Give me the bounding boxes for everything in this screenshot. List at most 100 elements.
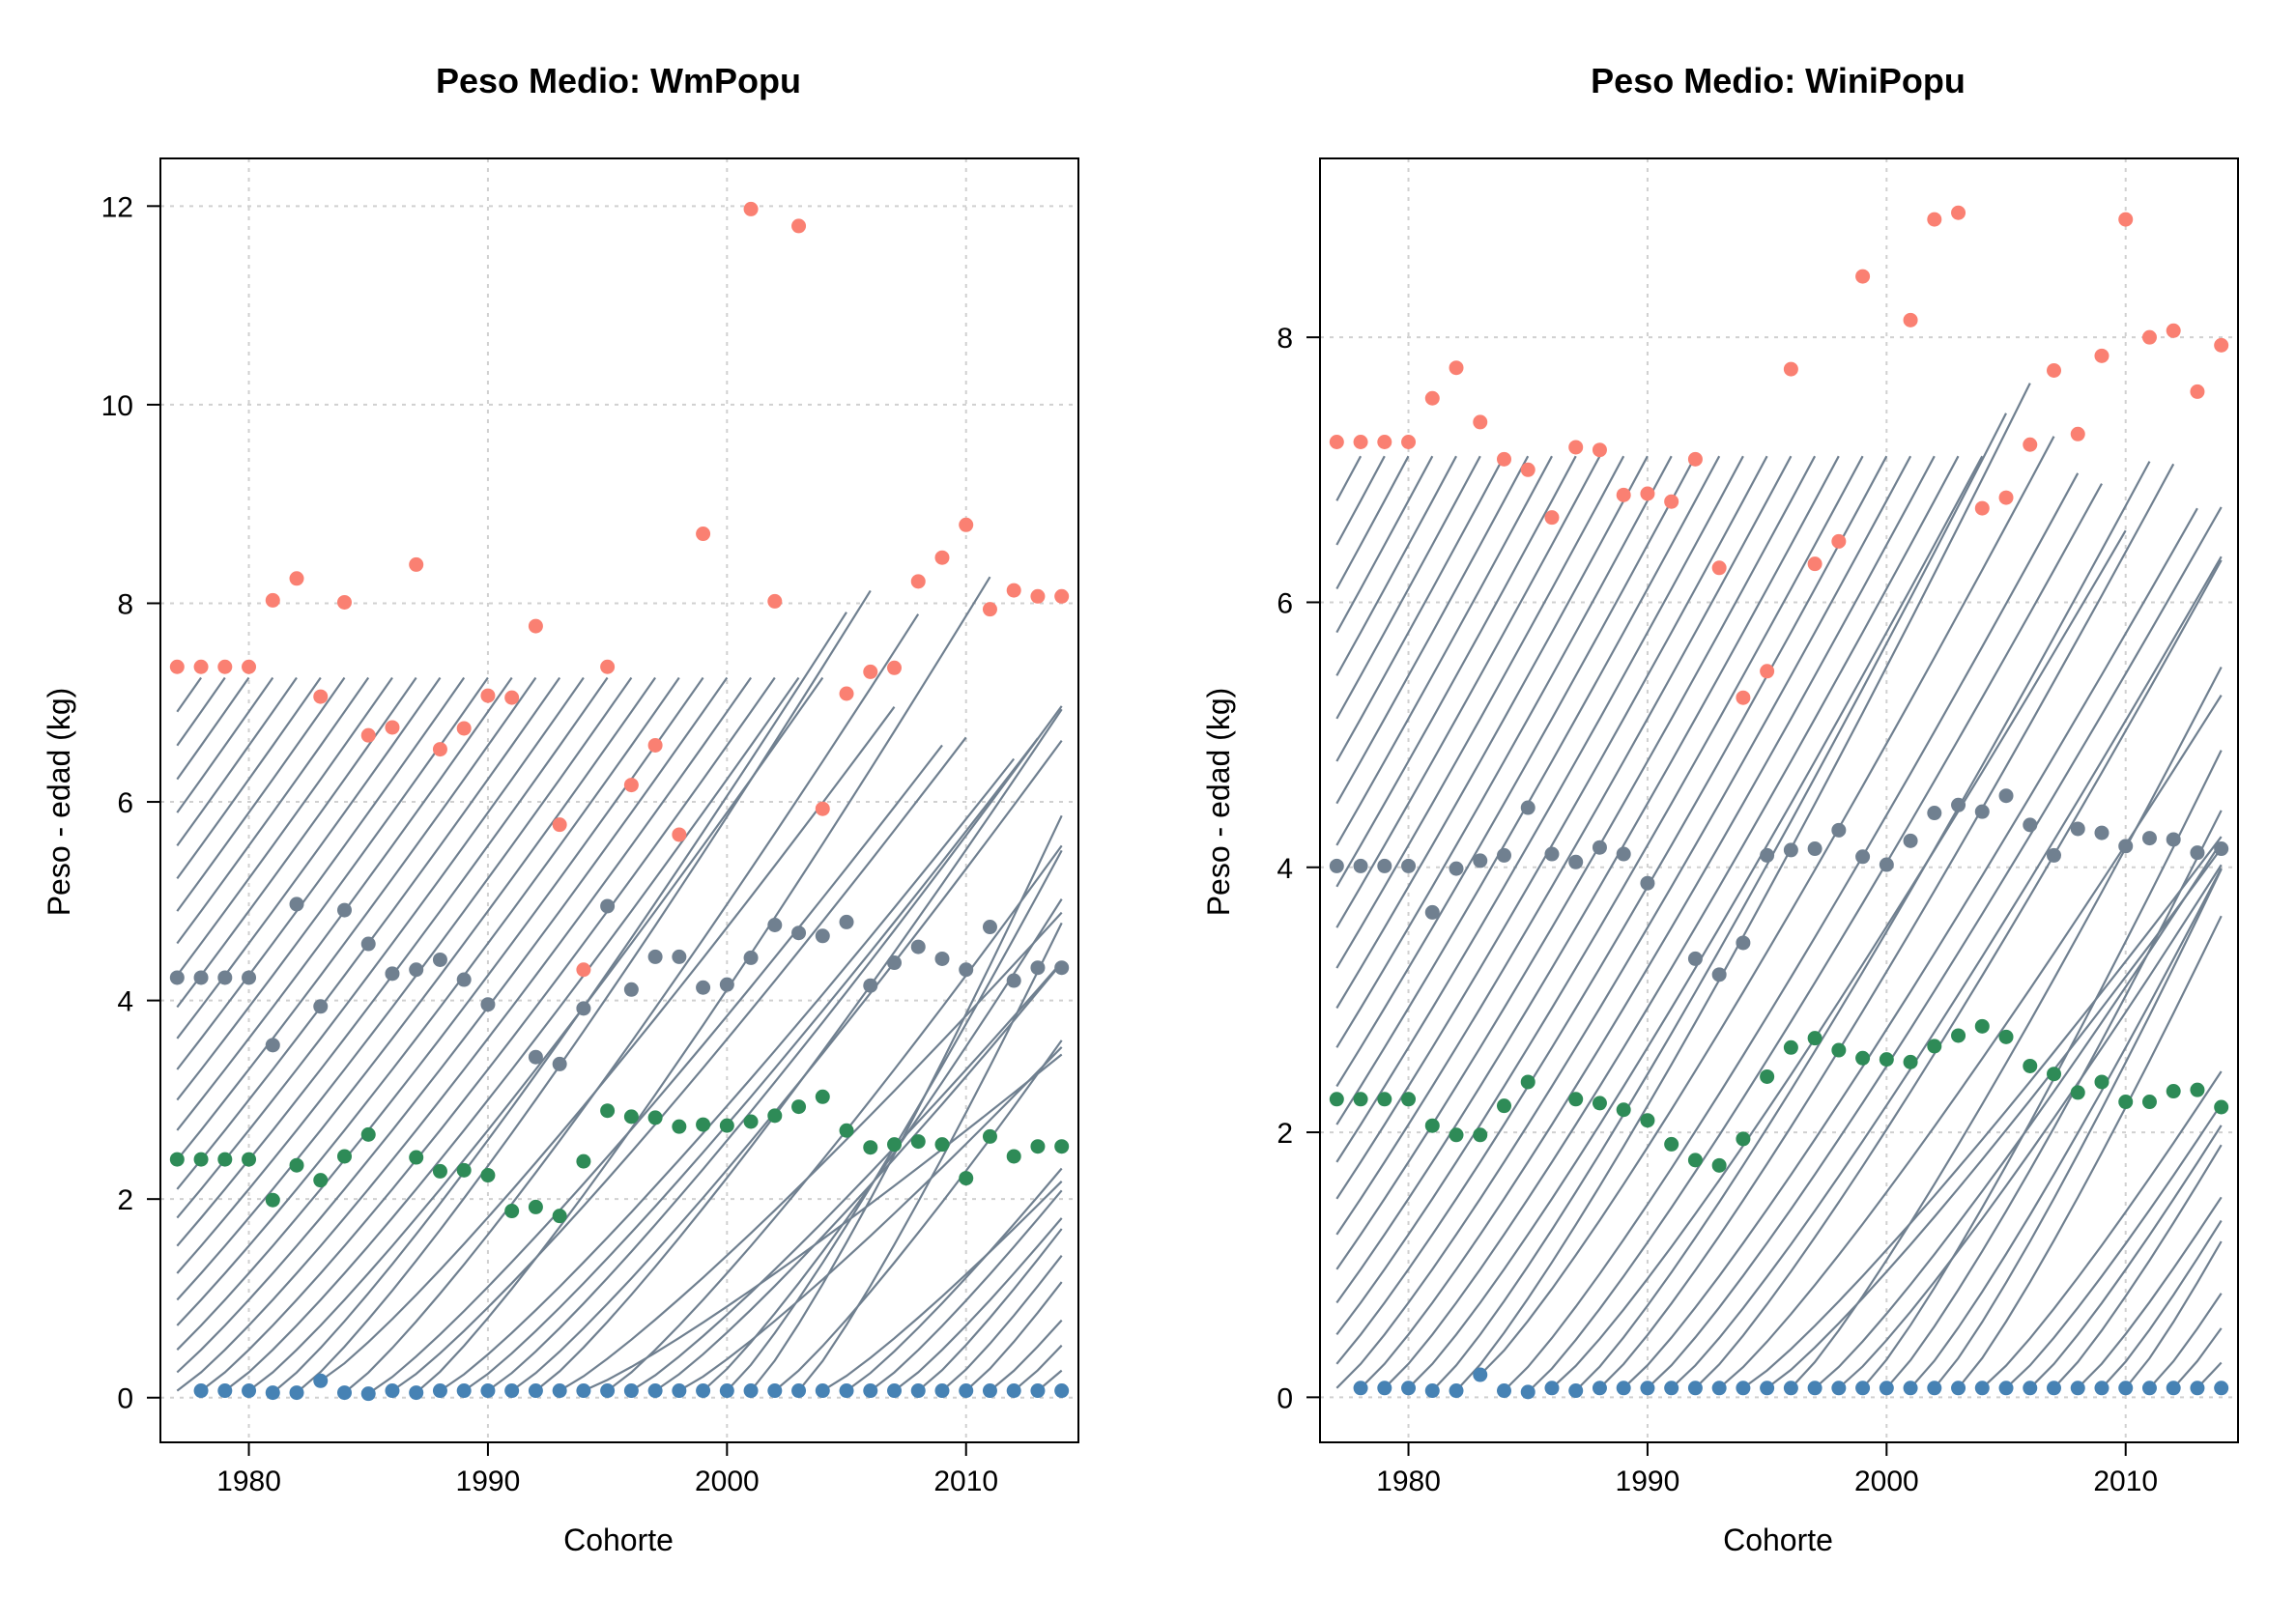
dot-age-low [600,1103,616,1119]
dot-age-first [1006,1383,1021,1399]
cohort-line [1431,413,2007,1392]
dot-age-last [623,778,639,793]
dot-age-first [1927,1381,1942,1396]
dot-age-low [552,1209,567,1224]
cohort-line [1647,506,2223,1389]
cohort-line [176,676,537,1161]
dot-age-first [1473,1367,1488,1382]
dot-age-first [791,1383,807,1399]
cohort-line [583,1053,1063,1392]
x-tick-label: 2000 [695,1466,760,1497]
dot-age-mid [2047,847,2062,863]
dot-age-mid [887,955,903,971]
y-tick-label: 0 [117,1383,133,1415]
dot-age-low [743,1114,759,1129]
cohort-line [1861,750,2223,1389]
dot-age-first [1640,1381,1655,1396]
dot-age-low [1424,1118,1440,1133]
dot-age-first [1998,1381,2014,1396]
dot-age-low [2047,1067,2062,1082]
cohort-line [415,576,991,1394]
chart-title: Peso Medio: WmPopu [436,61,801,100]
dot-age-mid [1998,788,2014,804]
dot-age-mid [1831,822,1847,838]
dot-age-last [1951,205,1966,220]
dot-age-low [1855,1050,1871,1066]
dot-age-low [242,1152,257,1167]
dot-age-first [1496,1383,1511,1399]
dot-age-last [1424,390,1440,406]
dot-age-first [887,1383,903,1399]
dot-age-first [1903,1381,1918,1396]
dot-age-low [1568,1092,1584,1107]
cohort-line [534,708,1063,1392]
cohort-line [1384,455,1960,1389]
dot-age-low [217,1152,233,1167]
y-axis-label: Peso - edad (kg) [1201,688,1236,917]
dot-age-last [863,664,878,679]
cohort-line [1360,455,1936,1389]
dot-age-mid [2141,831,2157,846]
dot-age-first [863,1383,878,1399]
cohort-line [1838,864,2223,1389]
y-tick-label: 0 [1277,1382,1293,1414]
dot-age-last [193,659,209,674]
dot-age-last [2214,337,2229,353]
dot-age-last [1449,360,1464,376]
dot-age-last [1401,435,1417,450]
cohort-line [1694,559,2223,1389]
dot-age-first [2166,1381,2181,1396]
dot-age-low [887,1137,903,1153]
cohort-line [1335,455,1530,805]
dot-age-first [743,1383,759,1399]
dot-age-low [2214,1099,2229,1115]
dot-age-last [887,660,903,675]
dot-age-mid [432,952,447,967]
dot-age-low [1807,1031,1822,1046]
cohort-line [1335,455,1506,762]
dot-age-last [576,962,591,978]
dot-age-low [2118,1095,2134,1110]
cohort-line [176,676,752,1392]
dot-age-first [1030,1383,1046,1399]
dot-age-first [1711,1381,1727,1396]
dot-age-low [576,1153,591,1169]
dot-age-mid [1568,854,1584,869]
dot-age-low [1664,1136,1679,1152]
dot-age-last [432,742,447,757]
cohort-line [511,739,1063,1392]
dot-age-low [289,1157,304,1173]
grid [160,158,1078,1442]
dot-age-mid [839,914,854,929]
dot-age-low [1640,1113,1655,1128]
dot-age-low [360,1126,376,1142]
dot-age-low [959,1171,974,1186]
cohort-line [1335,455,1840,1304]
dot-age-mid [169,970,185,985]
dot-age-last-series [169,201,1070,978]
dot-age-low [815,1089,830,1104]
dot-age-last [1831,533,1847,549]
dot-age-low [1377,1092,1392,1107]
cohort-line [1335,455,1912,1389]
dot-age-first [1687,1381,1703,1396]
dot-age-mid [791,925,807,941]
dot-age-first [672,1383,687,1399]
dot-age-low [456,1162,472,1178]
dot-age-first [839,1383,854,1399]
dot-age-mid [1424,904,1440,920]
cohort-line [1335,455,1553,846]
dot-age-last [1783,361,1798,377]
dot-age-low [336,1149,352,1164]
y-tick-label: 12 [101,191,133,223]
x-tick-label: 1980 [216,1466,281,1497]
dot-age-last [1030,588,1046,604]
dot-age-mid [385,966,400,982]
cohort-line [1335,455,1386,546]
dot-age-low [1449,1127,1464,1143]
dot-age-last [910,574,926,589]
cohort-line [654,962,1063,1392]
dot-age-mid [289,897,304,912]
cohort-line [1933,868,2223,1389]
